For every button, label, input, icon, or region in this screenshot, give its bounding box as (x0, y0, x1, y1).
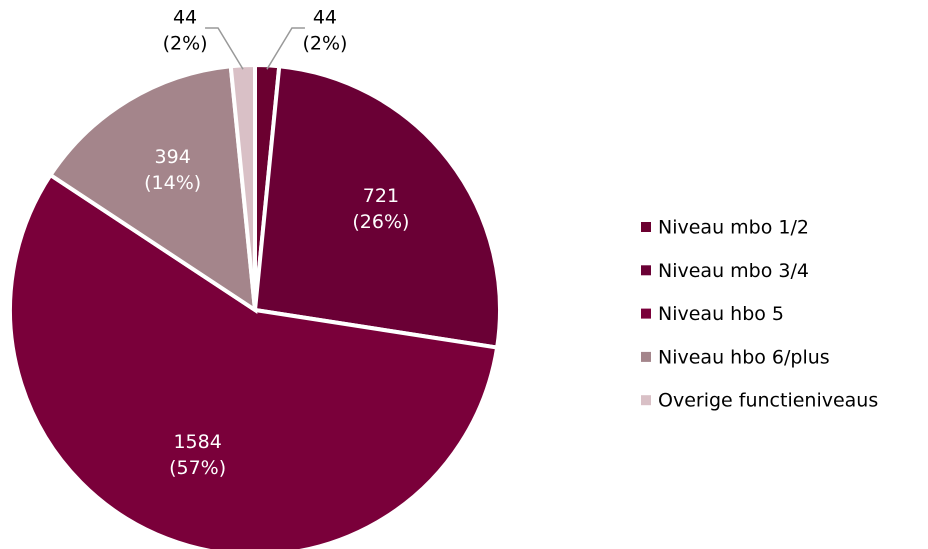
value-label: 1584 (173, 431, 221, 453)
legend-swatch (641, 222, 651, 232)
value-label: 721 (363, 185, 399, 207)
pie-slice (228, 62, 257, 311)
legend-swatch (641, 395, 651, 406)
legend-label: Niveau hbo 6/plus (658, 346, 830, 368)
pie-slice (8, 172, 500, 549)
value-label: 44 (173, 7, 197, 29)
leader-line (266, 27, 305, 70)
leader-line (205, 27, 244, 70)
percent-label: (14%) (144, 172, 201, 194)
percent-label: (2%) (163, 33, 208, 55)
percent-label: (57%) (169, 457, 226, 479)
value-label: 44 (313, 7, 337, 29)
percent-label: (2%) (302, 33, 347, 55)
legend-label: Niveau hbo 5 (658, 303, 784, 325)
legend-label: Niveau mbo 1/2 (658, 217, 809, 239)
legend-label: Overige functieniveaus (658, 390, 878, 412)
value-label: 394 (155, 146, 191, 168)
pie-slice (47, 64, 258, 314)
legend-label: Niveau mbo 3/4 (658, 260, 809, 282)
legend-swatch (641, 351, 651, 362)
legend-swatch (641, 308, 651, 319)
pie-slice (252, 64, 502, 350)
percent-label: (26%) (352, 211, 409, 233)
legend-swatch (641, 265, 651, 276)
